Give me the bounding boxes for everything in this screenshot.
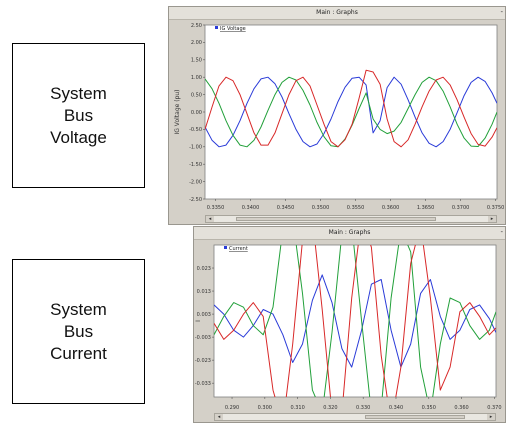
current-x-tick-label: 0.290 <box>225 405 239 411</box>
voltage-x-tick-label: 0.3600 <box>382 205 400 211</box>
current-caption-line-3: Current <box>50 343 107 363</box>
current-x-tick-label: 0.360 <box>454 405 468 411</box>
current-y-tick-label: 0.023 <box>197 266 211 272</box>
current-series-group <box>214 245 496 397</box>
current-legend-swatch <box>224 246 227 249</box>
voltage-y-tick-label: -2.00 <box>189 179 202 185</box>
voltage-y-tick-label: 0.50 <box>191 92 202 98</box>
voltage-caption-line-2: Bus <box>63 105 94 125</box>
current-x-tick-label: 0.330 <box>356 405 370 411</box>
voltage-x-tick-label: 0.3450 <box>277 205 295 211</box>
voltage-legend-label: IG Voltage <box>220 26 246 32</box>
voltage-x-tick-label: 0.3700 <box>452 205 470 211</box>
current-x-tick-label: 0.350 <box>422 405 436 411</box>
voltage-x-tick-label: 0.3500 <box>312 205 330 211</box>
current-x-tick-label: 0.370 <box>487 405 501 411</box>
voltage-series-line-0 <box>205 76 497 148</box>
voltage-x-tick-label: 0.3400 <box>242 205 260 211</box>
voltage-window-minimize-icon[interactable]: - <box>500 8 503 16</box>
current-caption-box: System Bus Current <box>12 259 145 404</box>
voltage-y-tick-label: 1.50 <box>191 58 202 64</box>
current-y-tick-label: -0.033 <box>195 381 211 387</box>
voltage-graph-window: Main : Graphs - 2.50 2.00 1.50 1.00 0.50 0.00… <box>168 6 506 225</box>
current-chart: 0.023 0.013 0.003 -0.003 -0.023 -0.033 0.290 0.… <box>195 244 502 411</box>
voltage-caption-line-1: System <box>50 83 107 103</box>
current-x-tick-label: 0.310 <box>290 405 304 411</box>
current-x-tick-label: 0.320 <box>323 405 337 411</box>
voltage-chart: 2.50 2.00 1.50 1.00 0.50 0.00 -0.50 -1.00 -1.50 -… <box>174 23 505 211</box>
voltage-y-axis-label: IG Voltage (pu) <box>174 89 181 134</box>
voltage-x-tick-label: 1.3650 <box>417 205 435 211</box>
voltage-scroll-right-icon[interactable]: ▸ <box>488 216 496 222</box>
current-series-line-1 <box>214 245 496 397</box>
voltage-x-tick-label: 0.3350 <box>207 205 225 211</box>
voltage-scroll-left-icon[interactable]: ◂ <box>206 216 214 222</box>
current-y-axis-label: I <box>195 320 202 322</box>
current-legend-label: Current <box>229 246 248 252</box>
voltage-caption-line-3: Voltage <box>50 127 107 147</box>
current-series-line-2 <box>214 245 496 397</box>
current-caption-line-1: System <box>50 299 107 319</box>
current-scroll-thumb[interactable] <box>365 415 465 419</box>
current-scroll-left-icon[interactable]: ◂ <box>215 414 223 420</box>
voltage-window-title: Main : Graphs <box>316 9 358 16</box>
current-window-title: Main : Graphs <box>328 229 371 236</box>
voltage-window-titlebar[interactable]: Main : Graphs - <box>169 7 505 20</box>
voltage-x-tick-label: 0.3750 <box>487 205 505 211</box>
voltage-plot-area <box>204 24 498 200</box>
voltage-y-tick-label: -2.50 <box>189 197 202 203</box>
current-y-tick-label: -0.023 <box>195 358 211 364</box>
current-caption-line-2: Bus <box>63 321 94 341</box>
voltage-series-line-2 <box>205 69 497 148</box>
current-window-titlebar[interactable]: Main : Graphs - <box>194 227 505 240</box>
voltage-horizontal-scrollbar[interactable]: ◂ ▸ <box>205 215 497 223</box>
voltage-y-tick-label: 2.50 <box>191 23 202 29</box>
current-series-line-0 <box>214 274 496 368</box>
current-y-tick-label: -0.003 <box>195 335 211 341</box>
current-x-tick-label: 0.300 <box>258 405 272 411</box>
current-y-tick-label: 0.003 <box>197 312 211 318</box>
current-y-tick-label: 0.013 <box>197 289 211 295</box>
voltage-y-tick-label: -1.00 <box>189 145 202 151</box>
voltage-y-tick-label: -1.50 <box>189 162 202 168</box>
voltage-series-group <box>205 69 497 148</box>
current-window-minimize-icon[interactable]: - <box>500 228 503 236</box>
voltage-x-tick-label: 0.3550 <box>347 205 365 211</box>
voltage-y-tick-label: 0.00 <box>191 110 202 116</box>
voltage-caption-box: System Bus Voltage <box>12 43 145 188</box>
voltage-legend-swatch <box>215 26 218 29</box>
current-graph-window: Main : Graphs - 0.023 0.013 0.003 -0.003 -0.… <box>193 226 506 423</box>
voltage-y-tick-label: 2.00 <box>191 40 202 46</box>
voltage-y-tick-label: -0.50 <box>189 127 202 133</box>
current-x-tick-label: 0.340 <box>389 405 403 411</box>
current-horizontal-scrollbar[interactable]: ◂ ▸ <box>214 413 496 421</box>
voltage-scroll-thumb[interactable] <box>236 217 436 221</box>
voltage-y-tick-label: 1.00 <box>191 75 202 81</box>
current-scroll-right-icon[interactable]: ▸ <box>487 414 495 420</box>
